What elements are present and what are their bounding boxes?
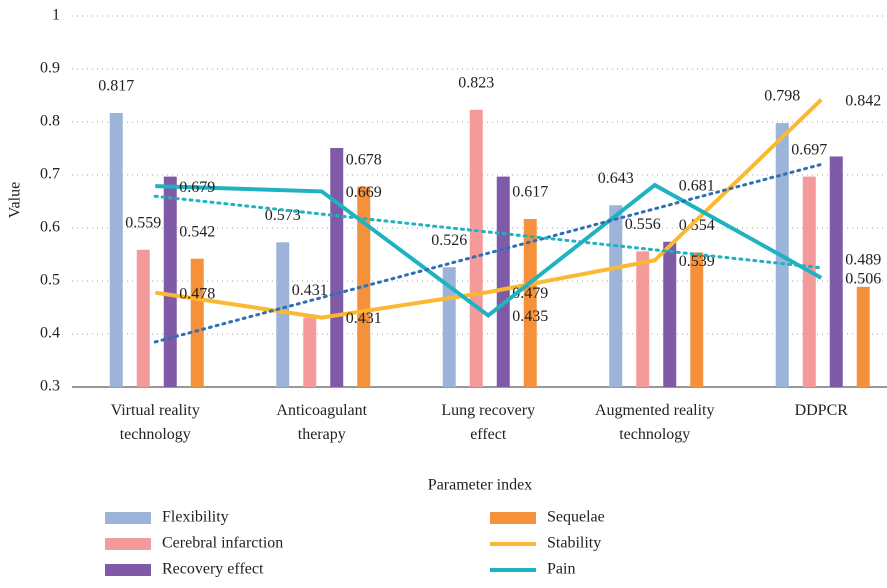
y-tick-label: 0.8: [40, 113, 60, 130]
data-label: 0.559: [125, 214, 161, 231]
legend-swatch: [105, 538, 151, 550]
legend-swatch: [105, 512, 151, 524]
bar: [690, 252, 704, 387]
x-axis-label: Parameter index: [428, 477, 532, 494]
data-label: 0.573: [265, 207, 301, 224]
data-label: 0.431: [292, 282, 328, 299]
bar: [136, 249, 150, 387]
x-tick-label: Virtual reality technology: [111, 402, 200, 443]
data-label: 0.817: [98, 78, 134, 95]
data-label: 0.679: [179, 179, 215, 196]
data-label: 0.823: [458, 74, 494, 91]
data-label: 0.678: [346, 151, 382, 168]
y-tick-label: 0.3: [40, 378, 60, 395]
data-label: 0.489: [845, 252, 881, 269]
data-label: 0.643: [598, 170, 634, 187]
data-label: 0.506: [845, 270, 881, 287]
bar: [109, 112, 123, 388]
bar: [636, 251, 650, 387]
bar: [330, 147, 344, 387]
data-label: 0.697: [791, 141, 827, 158]
x-tick-label: DDPCR: [795, 402, 849, 419]
data-label: 0.798: [764, 88, 800, 105]
line: [155, 182, 823, 318]
bar: [802, 176, 816, 387]
bar: [609, 205, 623, 387]
x-tick-label: Augmented reality technology: [595, 402, 715, 443]
data-label: 0.842: [845, 92, 881, 109]
y-tick-label: 1: [52, 7, 60, 24]
line: [154, 98, 823, 320]
y-tick-label: 0.7: [40, 166, 60, 183]
y-tick-label: 0.4: [40, 325, 60, 342]
bar: [496, 176, 510, 387]
y-tick-label: 0.9: [40, 60, 60, 77]
data-label: 0.542: [179, 223, 215, 240]
data-label: 0.478: [179, 285, 215, 302]
trendline: [153, 194, 823, 270]
data-label: 0.526: [431, 232, 467, 249]
bar: [663, 241, 677, 387]
bar: [190, 258, 204, 387]
legend-label: Flexibility: [162, 509, 229, 526]
bar: [469, 109, 483, 387]
trendline: [153, 162, 823, 344]
legend-swatch: [105, 564, 151, 576]
data-label: 0.681: [679, 178, 715, 195]
data-label: 0.539: [679, 253, 715, 270]
data-label: 0.617: [512, 184, 548, 201]
data-label: 0.431: [346, 310, 382, 327]
bar: [276, 242, 290, 387]
x-tick-label: Lung recovery effect: [441, 402, 535, 443]
bar: [163, 176, 177, 387]
x-tick-label: Anticoagulant therapy: [276, 402, 367, 443]
y-tick-label: 0.5: [40, 272, 60, 289]
data-label: 0.556: [625, 216, 661, 233]
legend-label: Recovery effect: [162, 561, 264, 578]
legend-label: Cerebral infarction: [162, 535, 283, 552]
legend-label: Stability: [547, 535, 601, 552]
bar: [829, 156, 843, 387]
legend-swatch: [490, 512, 536, 524]
legend-label: Pain: [547, 561, 575, 578]
y-axis-label: Value: [7, 182, 24, 218]
bar: [303, 317, 317, 387]
bar: [856, 286, 870, 387]
y-tick-label: 0.6: [40, 219, 60, 236]
bar: [523, 218, 537, 387]
data-label: 0.669: [346, 184, 382, 201]
legend-label: Sequelae: [547, 509, 605, 526]
data-label: 0.435: [512, 308, 548, 325]
